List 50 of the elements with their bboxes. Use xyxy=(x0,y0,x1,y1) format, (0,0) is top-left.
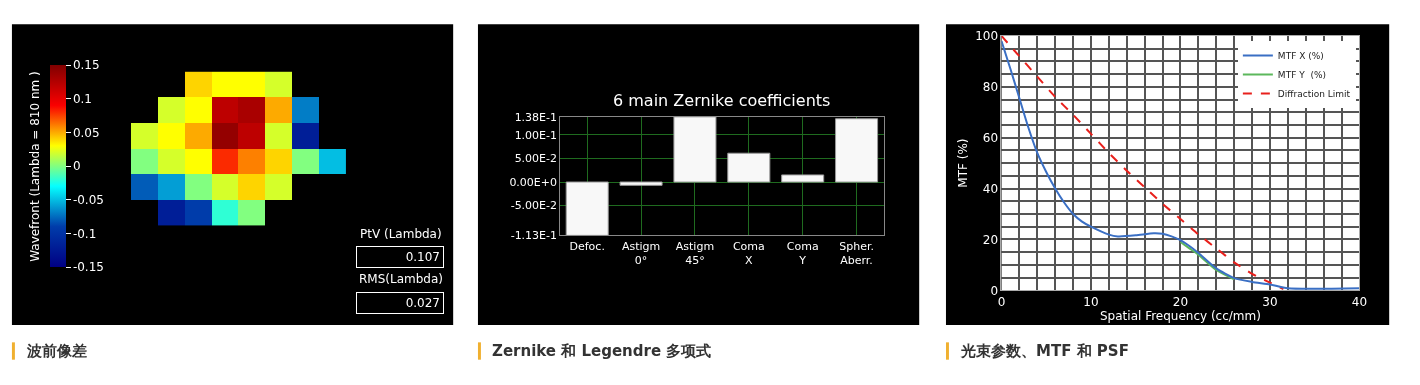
legend-label: Diffraction Limit xyxy=(1277,89,1351,100)
color-bar-title: Wavefront (Lambda = 810 nm ) xyxy=(27,71,42,262)
text: 光束参数、MTF 和 PSF xyxy=(960,342,1129,360)
text: 0.027 xyxy=(405,296,440,310)
color-bar-label: 0.1 xyxy=(72,91,92,106)
color-bar-label: -0.05 xyxy=(72,192,104,207)
y-tick-label: 0 xyxy=(990,283,999,298)
text: 波前像差 xyxy=(26,342,87,360)
bar xyxy=(781,174,825,183)
x-tick-label: Defoc. xyxy=(569,239,605,253)
y-tick-label: -5.00E-2 xyxy=(510,199,558,213)
x-tick-label: 10 xyxy=(1083,294,1099,309)
y-tick-label: 40 xyxy=(982,181,999,196)
x-tick-label: Astigm 0° xyxy=(621,239,661,267)
text: 0.107 xyxy=(405,250,440,264)
text: Zernike 和 Legendre 多项式 xyxy=(492,342,712,360)
legend-label: MTF Y (%) xyxy=(1277,70,1326,81)
x-tick-label: Coma Y xyxy=(786,239,819,267)
x-tick-label: Spher. Aberr. xyxy=(839,239,874,267)
y-tick-label: 1.38E-1 xyxy=(514,110,558,124)
x-axis-title: Spatial Frequency (cc/mm) xyxy=(1100,308,1261,323)
x-tick-label: Coma X xyxy=(732,239,765,267)
y-tick-label: 1.00E-1 xyxy=(514,128,558,142)
y-tick-label: -1.13E-1 xyxy=(510,229,558,243)
bar xyxy=(727,152,771,183)
bar xyxy=(565,181,609,236)
legend-label: MTF X (%) xyxy=(1277,51,1324,62)
bar xyxy=(619,181,663,186)
color-bar-label: 0.05 xyxy=(72,125,100,140)
color-bar-label: -0.1 xyxy=(72,226,97,241)
x-tick-label: 30 xyxy=(1262,294,1278,309)
y-tick-label: 80 xyxy=(982,79,999,94)
x-tick-label: 40 xyxy=(1351,294,1368,309)
bar xyxy=(835,118,879,183)
color-bar-label: 0 xyxy=(72,159,81,174)
bar xyxy=(673,116,717,183)
line-series xyxy=(1179,240,1236,281)
color-bar-label: -0.15 xyxy=(72,260,104,275)
y-tick-label: 100 xyxy=(975,29,999,44)
x-tick-label: 20 xyxy=(1172,294,1189,309)
y-tick-label: 0.00E+0 xyxy=(509,175,558,189)
text: RMS(Lambda) xyxy=(359,272,443,286)
chart-title: 6 main Zernike coefficients xyxy=(613,91,831,110)
color-bar-label: 0.15 xyxy=(72,58,100,73)
y-tick-label: 5.00E-2 xyxy=(514,152,558,166)
text: PtV (Lambda) xyxy=(360,227,442,241)
y-tick-label: 60 xyxy=(982,130,999,145)
y-axis-title: MTF (%) xyxy=(956,138,971,188)
x-tick-label: Astigm 45° xyxy=(675,239,715,267)
line-series xyxy=(1001,40,1360,290)
